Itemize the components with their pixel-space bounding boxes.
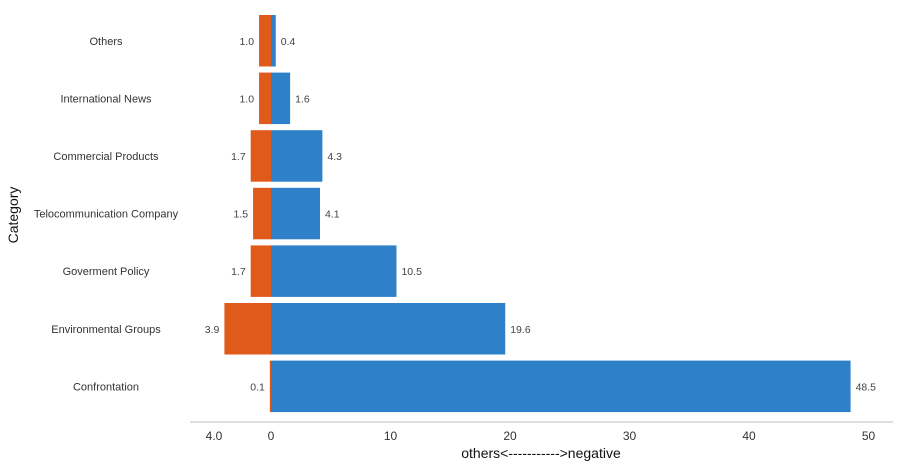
bar-right	[271, 130, 323, 182]
x-tick-label: 50	[862, 429, 876, 443]
value-labels: 1.0 0.4 1.0 1.6 1.7 4.3 1.5 4.1 1.7 10.5 3.9 19.6 0.…	[205, 36, 876, 394]
category-label: Goverment Policy	[63, 266, 150, 278]
bar-value-label-right: 1.6	[295, 93, 310, 105]
bar-left	[259, 15, 271, 67]
bar-left	[250, 245, 271, 297]
bar-value-label-right: 19.6	[510, 324, 531, 336]
x-tick-label: 0	[268, 429, 275, 443]
x-axis-title: others<----------->negative	[461, 445, 621, 461]
category-label: Commercial Products	[53, 151, 159, 163]
bar-value-label-left: 1.5	[233, 209, 248, 221]
y-axis-title: Category	[5, 187, 21, 244]
bar-right	[271, 303, 506, 355]
bar-right	[271, 245, 397, 297]
bar-value-label-right: 48.5	[856, 381, 877, 393]
x-tick-label: 10	[384, 429, 398, 443]
bar-value-label-right: 4.1	[325, 209, 340, 221]
bar-value-label-left: 1.0	[239, 36, 254, 48]
bar-left	[253, 187, 271, 240]
category-label: Confrontation	[73, 381, 139, 393]
category-label: International News	[60, 93, 152, 105]
category-labels: Others International News Commercial Produ…	[34, 36, 179, 394]
bar-right	[271, 360, 851, 413]
bar-value-label-right: 0.4	[281, 36, 296, 48]
bar-value-label-left: 0.1	[250, 381, 265, 393]
bar-right	[271, 72, 291, 125]
x-axis-ticks: 4.0 0 10 20 30 40 50	[206, 429, 876, 443]
bar-left	[259, 72, 271, 125]
x-tick-label: 40	[742, 429, 756, 443]
bar-value-label-left: 3.9	[205, 324, 220, 336]
category-label: Telocommunication Company	[34, 209, 179, 221]
x-tick-label: 4.0	[206, 429, 223, 443]
category-label: Others	[89, 36, 123, 48]
bar-right	[271, 15, 276, 67]
bar-value-label-right: 10.5	[401, 266, 422, 278]
bar-value-label-left: 1.7	[231, 266, 246, 278]
x-tick-label: 20	[503, 429, 517, 443]
bar-value-label-right: 4.3	[327, 151, 342, 163]
bar-value-label-left: 1.0	[239, 93, 254, 105]
bar-left	[250, 130, 271, 182]
x-tick-label: 30	[623, 429, 637, 443]
bars	[224, 15, 851, 413]
bar-left	[224, 303, 271, 355]
bar-left	[269, 360, 271, 413]
category-label: Environmental Groups	[51, 324, 161, 336]
bar-right	[271, 187, 320, 240]
bar-value-label-left: 1.7	[231, 151, 246, 163]
